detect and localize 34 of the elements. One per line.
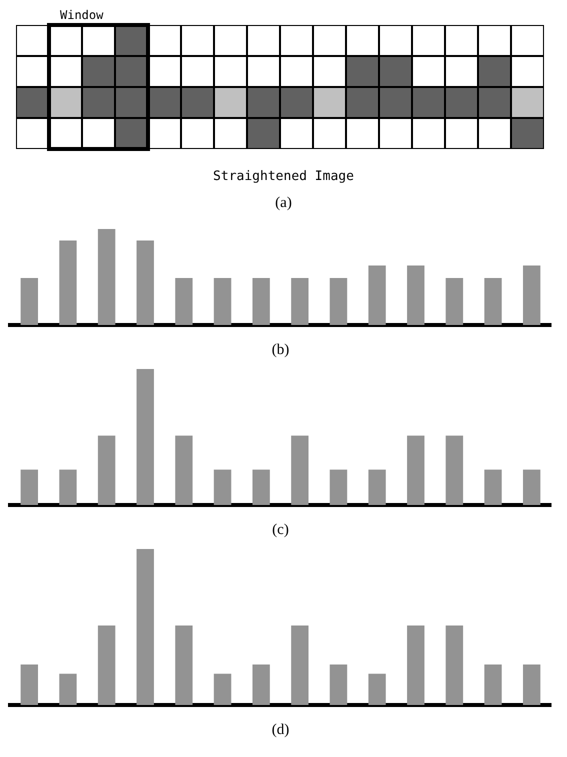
bar: [214, 278, 232, 325]
bar: [59, 674, 77, 705]
bar: [98, 229, 116, 325]
bar: [175, 625, 193, 705]
bar: [136, 549, 154, 705]
bar: [368, 674, 386, 705]
text: (b): [272, 342, 290, 358]
bar: [98, 625, 116, 705]
bar: [484, 278, 502, 325]
bar: [59, 240, 77, 325]
bar: [522, 664, 540, 705]
bar: [136, 240, 154, 325]
bar: [252, 664, 270, 705]
text: (d): [272, 722, 290, 738]
bar: [252, 278, 270, 325]
bar: [446, 278, 464, 325]
bar: [407, 265, 424, 325]
bar: [214, 674, 232, 705]
bar: [330, 664, 348, 705]
bar: [484, 664, 502, 705]
bar: [330, 278, 348, 325]
bar: [291, 625, 309, 705]
text: Window: [60, 8, 104, 22]
text: (c): [272, 522, 289, 538]
bar: [368, 265, 386, 325]
bar: [175, 278, 193, 325]
bar: [407, 625, 424, 705]
bar: [446, 625, 464, 705]
text: (a): [274, 195, 293, 212]
text: Straightened Image: [212, 169, 355, 184]
bar: [20, 278, 38, 325]
bar: [291, 278, 309, 325]
bar: [522, 265, 540, 325]
bar: [20, 664, 38, 705]
